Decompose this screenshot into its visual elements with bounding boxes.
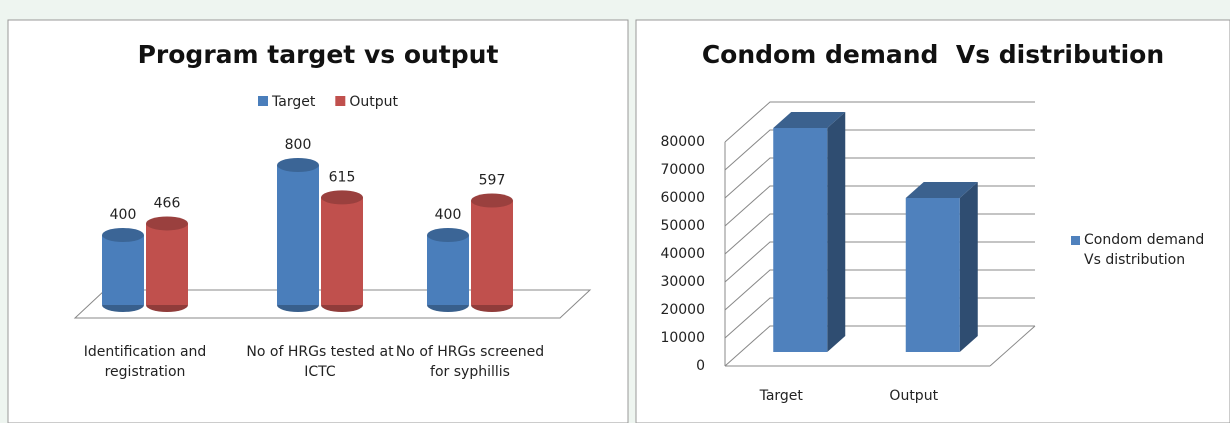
cylinder-bar <box>321 190 363 312</box>
x-tick-label: No of HRGs tested at ICTC <box>246 344 394 380</box>
cylinder-top <box>471 193 513 208</box>
floor-edge <box>989 325 1036 367</box>
legend-label: Condom demand Vs distribution <box>1084 232 1214 268</box>
y-tick-label: 30000 <box>660 274 705 290</box>
legend-swatch <box>258 96 268 106</box>
data-label: 800 <box>285 137 312 153</box>
y-tick-label: 80000 <box>660 134 705 150</box>
x-tick-label: Output <box>889 388 938 404</box>
cylinder-bar <box>471 193 513 312</box>
data-label: 597 <box>479 173 506 189</box>
y-tick-label: 50000 <box>660 218 705 234</box>
cylinder-bar <box>277 158 319 312</box>
y-tick-label: 0 <box>696 358 705 374</box>
y-tick-label: 60000 <box>660 190 705 206</box>
legend-swatch <box>1071 236 1080 245</box>
legend-label: Output <box>349 94 398 110</box>
chart-title: Condom demand Vs distribution <box>701 40 1165 69</box>
cylinder-bar <box>102 228 144 312</box>
y-tick-label: 40000 <box>660 246 705 262</box>
y-tick-label: 20000 <box>660 302 705 318</box>
cylinder-body <box>146 223 188 305</box>
cylinder-body <box>277 165 319 305</box>
x-tick-label: No of HRGs screened for syphillis <box>395 344 545 380</box>
bar-front <box>905 198 960 352</box>
data-label: 400 <box>435 207 462 223</box>
data-label: 400 <box>110 207 137 223</box>
cylinder-top <box>102 228 144 242</box>
y-tick-label: 70000 <box>660 162 705 178</box>
data-label: 466 <box>154 195 181 211</box>
cylinder-top <box>321 190 363 205</box>
legend-label: Target <box>271 94 316 110</box>
bar-side <box>827 112 846 352</box>
bar-top <box>773 112 846 128</box>
bar-front <box>773 128 828 352</box>
chart-title: Program target vs output <box>137 40 499 69</box>
grid-line <box>724 101 1035 143</box>
cylinder-body <box>102 235 144 305</box>
legend-swatch <box>335 96 346 106</box>
data-label: 615 <box>329 169 356 185</box>
bar <box>773 112 846 352</box>
grid-line <box>724 157 1035 199</box>
cylinder-top <box>427 228 469 242</box>
x-tick-label: Target <box>759 388 804 404</box>
x-tick-label: Identification and registration <box>83 344 211 380</box>
y-tick-label: 10000 <box>660 330 705 346</box>
cylinder-bar <box>146 216 188 312</box>
cylinder-top <box>277 158 319 172</box>
bar <box>905 182 978 352</box>
bar-side <box>959 182 978 352</box>
grid-line <box>724 129 1035 171</box>
cylinder-body <box>471 200 513 305</box>
bar-top <box>905 182 978 198</box>
cylinder-body <box>321 197 363 305</box>
cylinder-top <box>146 216 188 231</box>
cylinder-bar <box>427 228 469 312</box>
cylinder-body <box>427 235 469 305</box>
